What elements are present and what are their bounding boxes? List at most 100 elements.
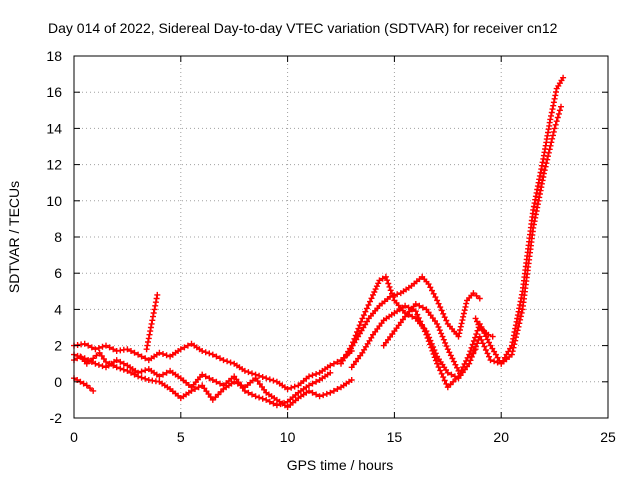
data-point xyxy=(547,142,554,149)
data-point xyxy=(128,369,134,376)
data-point xyxy=(145,339,151,345)
data-point xyxy=(476,295,483,302)
data-point xyxy=(316,393,323,400)
data-point xyxy=(417,318,424,325)
data-point xyxy=(263,396,270,403)
data-point xyxy=(435,300,442,307)
data-point xyxy=(249,391,255,398)
y-tick-label: 6 xyxy=(54,265,62,281)
y-axis-label: SDTVAR / TECUs xyxy=(6,181,22,293)
data-point xyxy=(470,290,477,297)
data-point xyxy=(266,398,273,405)
data-point xyxy=(487,357,494,364)
data-point xyxy=(355,333,362,340)
data-point xyxy=(152,299,159,306)
x-tick-label: 0 xyxy=(70,429,78,445)
data-point xyxy=(554,114,561,121)
data-point xyxy=(362,308,369,315)
data-point xyxy=(360,312,367,319)
data-point xyxy=(120,360,127,367)
data-point xyxy=(95,361,102,368)
series-track-2 xyxy=(71,351,334,409)
data-point xyxy=(270,377,277,384)
series-track-4 xyxy=(71,375,97,394)
data-point xyxy=(365,302,372,308)
data-point xyxy=(313,378,320,385)
data-point xyxy=(484,350,491,357)
data-point xyxy=(88,344,95,351)
data-point xyxy=(432,357,439,364)
data-point xyxy=(491,358,498,365)
data-point xyxy=(92,346,99,353)
data-point xyxy=(438,330,445,337)
data-point xyxy=(363,305,370,312)
data-point xyxy=(92,360,99,367)
data-point xyxy=(513,330,520,337)
data-point xyxy=(341,354,348,361)
data-point xyxy=(548,139,555,146)
data-point xyxy=(412,301,419,307)
data-point xyxy=(81,340,88,347)
data-point xyxy=(470,349,477,356)
data-point xyxy=(213,378,220,385)
y-tick-label: 2 xyxy=(54,338,62,354)
data-point xyxy=(420,325,427,331)
data-point xyxy=(482,347,489,353)
data-point xyxy=(120,366,127,373)
data-point xyxy=(320,392,327,399)
data-point xyxy=(421,328,428,335)
data-point xyxy=(163,352,170,359)
data-point xyxy=(103,358,109,365)
data-point xyxy=(376,277,383,284)
data-point xyxy=(195,384,202,391)
data-point xyxy=(154,291,161,298)
x-tick-label: 5 xyxy=(177,429,185,445)
data-point xyxy=(358,318,364,325)
data-point xyxy=(517,313,524,320)
data-point xyxy=(156,349,163,356)
data-point xyxy=(385,280,392,287)
series-track-8 xyxy=(348,103,564,391)
data-point xyxy=(429,347,436,354)
data-point xyxy=(418,321,425,328)
data-point xyxy=(113,364,120,371)
data-point xyxy=(555,110,562,117)
data-point xyxy=(438,370,445,377)
data-point xyxy=(348,377,355,383)
data-point xyxy=(382,273,389,280)
data-point xyxy=(184,342,191,349)
data-point xyxy=(479,340,486,347)
data-point xyxy=(128,348,134,354)
data-point xyxy=(442,339,449,346)
data-point xyxy=(450,358,457,365)
data-point xyxy=(550,128,557,135)
data-point xyxy=(306,387,312,394)
data-point xyxy=(138,353,145,360)
data-point xyxy=(85,342,92,349)
data-point xyxy=(492,351,499,358)
data-point xyxy=(124,367,131,374)
y-tick-label: 10 xyxy=(46,193,62,209)
data-point xyxy=(266,376,273,383)
data-point xyxy=(432,294,439,301)
data-point xyxy=(238,382,245,389)
data-point xyxy=(373,283,380,290)
data-point xyxy=(556,107,563,114)
y-tick-label: 14 xyxy=(46,120,62,136)
data-point xyxy=(468,353,475,360)
data-point xyxy=(511,341,518,348)
data-point xyxy=(138,368,145,375)
data-point xyxy=(199,348,206,354)
data-point xyxy=(384,277,391,284)
data-point xyxy=(330,387,337,394)
data-point xyxy=(364,318,370,325)
data-point xyxy=(368,334,375,341)
data-point xyxy=(468,344,475,351)
data-point xyxy=(110,346,117,353)
data-point xyxy=(510,344,517,351)
data-point xyxy=(390,292,397,299)
data-point xyxy=(110,362,117,369)
data-point xyxy=(472,315,479,322)
data-point xyxy=(486,353,492,360)
data-point xyxy=(546,146,553,153)
